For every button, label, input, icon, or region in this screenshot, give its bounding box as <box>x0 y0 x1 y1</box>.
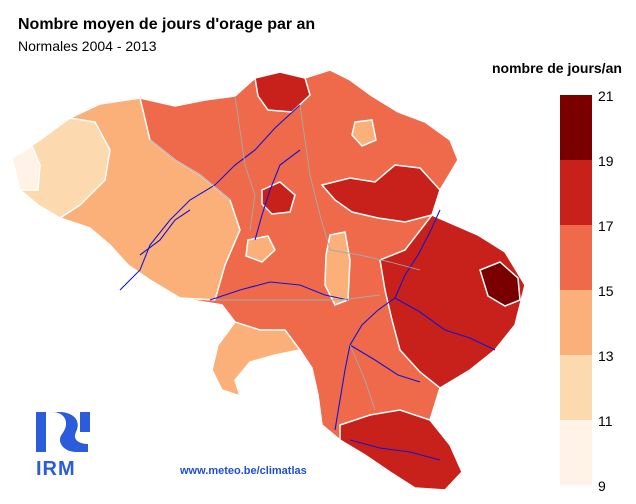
irm-logo-text: IRM <box>36 458 76 480</box>
zone-center-patch-2 <box>245 235 276 263</box>
legend-class-15-17 <box>560 225 592 290</box>
legend-class-11-13 <box>560 355 592 420</box>
border-provinces-4 <box>215 294 381 301</box>
legend-class-13-15 <box>560 290 592 355</box>
border-provinces-6 <box>349 344 376 411</box>
legend-tick-19: 19 <box>598 153 614 169</box>
river-scheldt <box>119 104 301 291</box>
legend-tick-21: 21 <box>598 88 614 104</box>
rivers <box>119 104 496 461</box>
legend-class-17-19 <box>560 160 592 225</box>
zone-southwest <box>211 321 302 398</box>
zone-hotspot <box>479 261 521 307</box>
border-provinces-2 <box>234 95 256 231</box>
river-lesse <box>349 344 421 383</box>
river-dender <box>139 209 191 256</box>
border-provinces-3 <box>299 104 331 251</box>
river-sambre <box>209 281 349 301</box>
river-semois <box>349 439 441 461</box>
zone-center-patch-1 <box>324 231 351 306</box>
zone-northeast <box>320 164 441 223</box>
legend-tick-17: 17 <box>598 218 614 234</box>
map-subtitle: Normales 2004 - 2013 <box>18 38 157 54</box>
climatlas-link[interactable]: www.meteo.be/climatlas <box>180 465 307 477</box>
zone-coast <box>11 117 111 219</box>
zone-light-north <box>351 119 377 147</box>
legend-class-19-21 <box>560 95 592 160</box>
legend-tick-15: 15 <box>598 283 614 299</box>
irm-logo-icon <box>36 412 90 452</box>
map-title: Nombre moyen de jours d'orage par an <box>18 16 316 33</box>
border-provinces-5 <box>329 249 421 271</box>
admin-borders <box>149 95 421 411</box>
zone-south <box>339 409 463 491</box>
legend-tick-11: 11 <box>598 413 613 429</box>
river-meuse <box>334 209 441 431</box>
legend-color-bar <box>560 95 592 485</box>
river-ourthe <box>394 297 496 351</box>
legend-class-9-11 <box>560 420 592 485</box>
legend-tick-9: 9 <box>598 478 606 494</box>
legend-tick-13: 13 <box>598 348 614 364</box>
legend-title: nombre de jours/an <box>492 60 622 76</box>
river-dijle <box>254 149 301 241</box>
zone-north <box>254 71 311 113</box>
border-provinces-1 <box>149 139 231 201</box>
zone-coast-tip <box>11 144 41 191</box>
